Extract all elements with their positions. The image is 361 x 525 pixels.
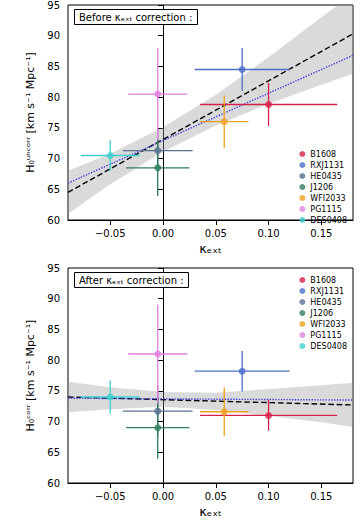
svg-text:85: 85 <box>47 324 60 335</box>
svg-text:PG1115: PG1115 <box>310 205 341 214</box>
svg-text:H₀ᶜᵒʳʳ [km s⁻¹ Mpc⁻¹]: H₀ᶜᵒʳʳ [km s⁻¹ Mpc⁻¹] <box>24 320 37 432</box>
svg-text:B1608: B1608 <box>310 150 336 159</box>
svg-text:RXJ1131: RXJ1131 <box>310 287 344 296</box>
svg-text:80: 80 <box>47 92 60 103</box>
svg-text:−0.05: −0.05 <box>95 491 126 502</box>
svg-text:B1608: B1608 <box>310 276 336 285</box>
svg-text:85: 85 <box>47 61 60 72</box>
svg-text:90: 90 <box>47 30 60 41</box>
svg-text:0.10: 0.10 <box>257 228 279 239</box>
svg-text:Before κₑₓₜ correction :: Before κₑₓₜ correction : <box>79 12 192 23</box>
svg-text:PG1115: PG1115 <box>310 331 341 340</box>
svg-text:0.00: 0.00 <box>152 491 174 502</box>
svg-text:After κₑₓₜ correction :: After κₑₓₜ correction : <box>79 275 184 286</box>
svg-text:DES0408: DES0408 <box>310 216 347 225</box>
svg-text:65: 65 <box>47 447 60 458</box>
svg-text:80: 80 <box>47 355 60 366</box>
svg-text:0.10: 0.10 <box>257 491 279 502</box>
svg-text:0.15: 0.15 <box>310 491 332 502</box>
svg-text:70: 70 <box>47 153 60 164</box>
svg-text:WFI2033: WFI2033 <box>310 194 345 203</box>
svg-text:0.05: 0.05 <box>205 228 227 239</box>
svg-text:0.05: 0.05 <box>205 491 227 502</box>
svg-text:65: 65 <box>47 184 60 195</box>
svg-text:70: 70 <box>47 416 60 427</box>
svg-text:95: 95 <box>47 0 60 11</box>
svg-text:0.15: 0.15 <box>310 228 332 239</box>
svg-text:60: 60 <box>47 478 60 489</box>
svg-text:RXJ1131: RXJ1131 <box>310 161 344 170</box>
svg-text:90: 90 <box>47 293 60 304</box>
svg-text:60: 60 <box>47 215 60 226</box>
svg-text:J1206: J1206 <box>309 309 333 318</box>
svg-text:HE0435: HE0435 <box>310 172 341 181</box>
svg-text:HE0435: HE0435 <box>310 298 341 307</box>
svg-text:κₑₓₜ: κₑₓₜ <box>199 504 222 519</box>
svg-text:75: 75 <box>47 122 60 133</box>
svg-text:J1206: J1206 <box>309 183 333 192</box>
svg-text:WFI2033: WFI2033 <box>310 320 345 329</box>
svg-text:H₀ᵘⁿᶜᵒʳʳ [km s⁻¹ Mpc⁻¹]: H₀ᵘⁿᶜᵒʳʳ [km s⁻¹ Mpc⁻¹] <box>24 52 37 173</box>
svg-text:−0.05: −0.05 <box>95 228 126 239</box>
svg-text:DES0408: DES0408 <box>310 342 347 351</box>
svg-text:0.00: 0.00 <box>152 228 174 239</box>
svg-text:κₑₓₜ: κₑₓₜ <box>199 241 222 256</box>
svg-text:95: 95 <box>47 263 60 274</box>
svg-text:75: 75 <box>47 385 60 396</box>
